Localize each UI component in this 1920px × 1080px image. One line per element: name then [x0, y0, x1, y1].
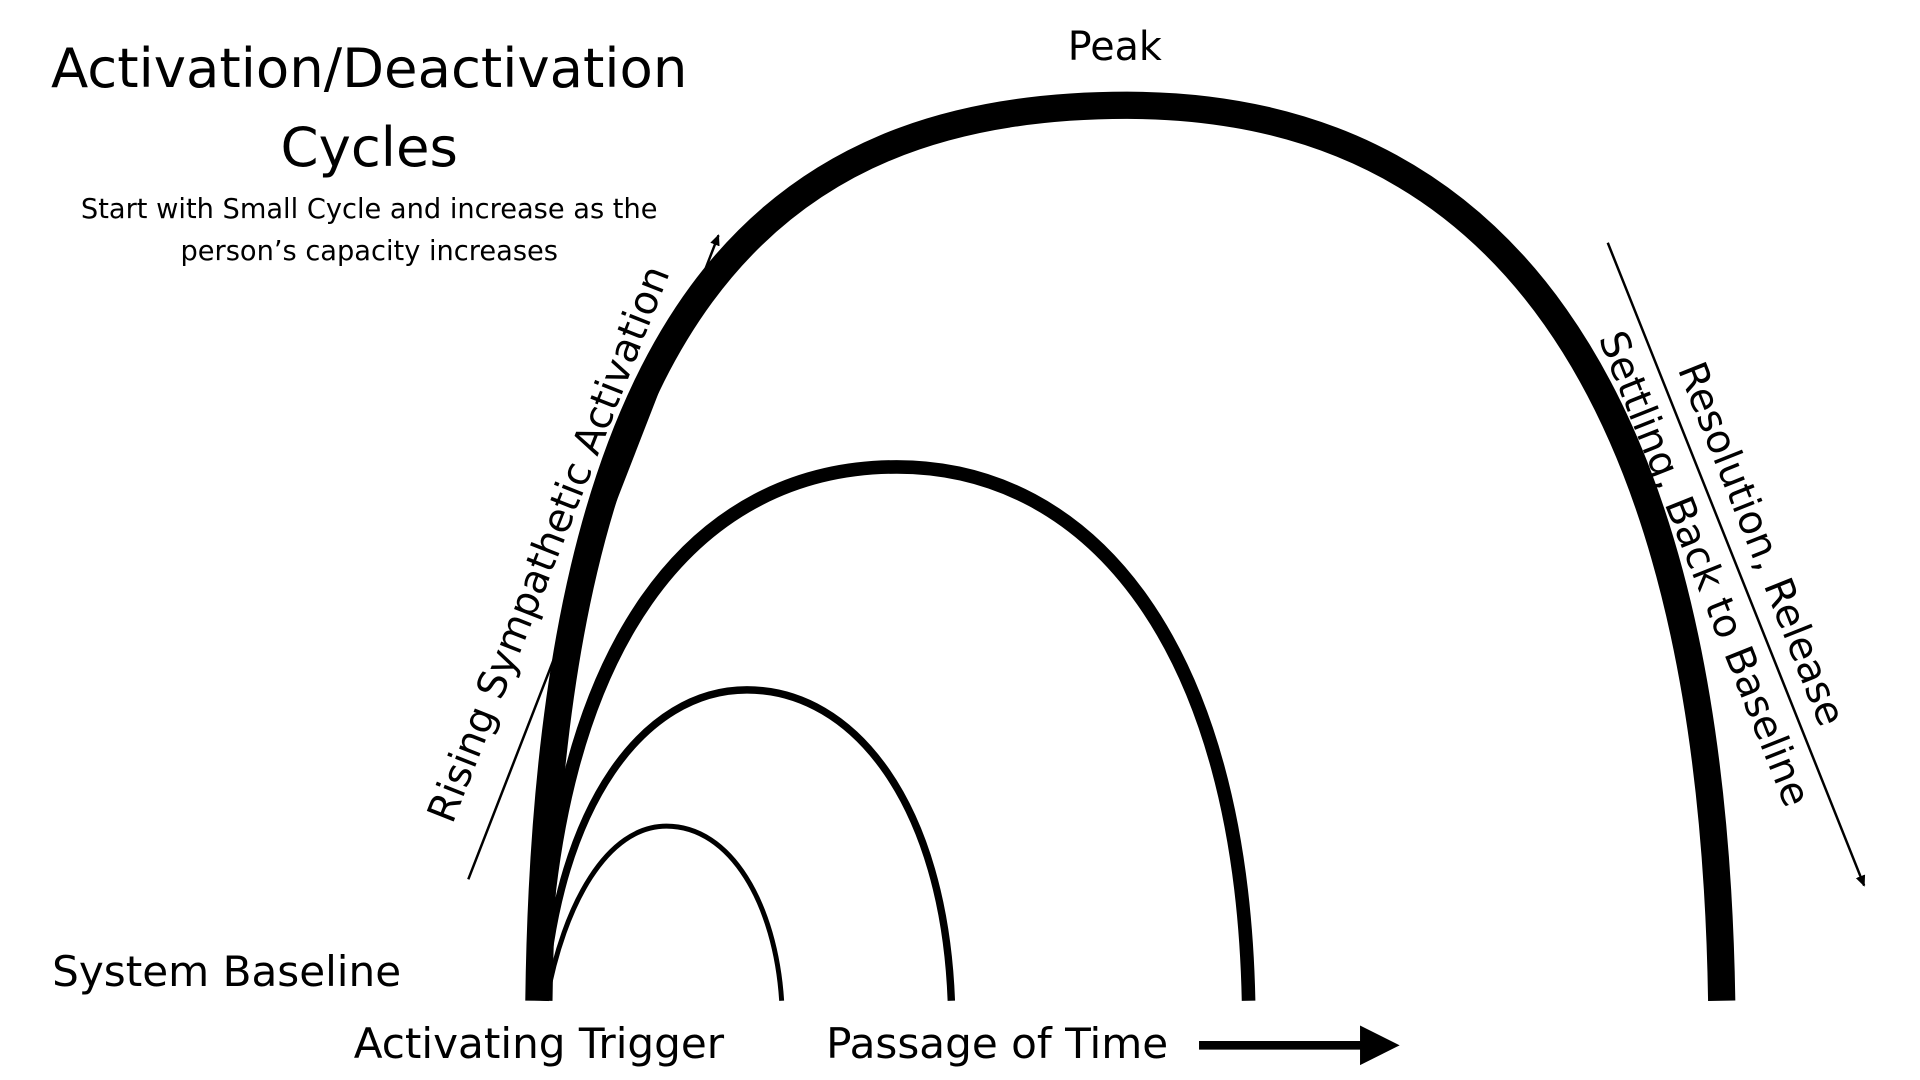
- medium-cycle: [534, 460, 1256, 1001]
- arches: [525, 91, 1736, 1002]
- time-arrow-head: [1360, 1025, 1400, 1066]
- baseline-label: System Baseline: [52, 947, 401, 996]
- small-cycle: [540, 686, 956, 1001]
- title: Activation/Deactivation: [51, 36, 687, 100]
- smallest-cycle: [543, 823, 785, 1002]
- subtitle: person’s capacity increases: [180, 236, 557, 267]
- falling-arrow: [1606, 242, 1866, 887]
- large-cycle: [525, 91, 1736, 1001]
- subtitle: Start with Small Cycle and increase as t…: [81, 194, 658, 225]
- peak-label: Peak: [1068, 24, 1162, 70]
- title: Cycles: [281, 115, 458, 179]
- time-label: Passage of Time: [826, 1019, 1168, 1068]
- trigger-label: Activating Trigger: [354, 1019, 725, 1068]
- rising-arrow: [467, 234, 720, 880]
